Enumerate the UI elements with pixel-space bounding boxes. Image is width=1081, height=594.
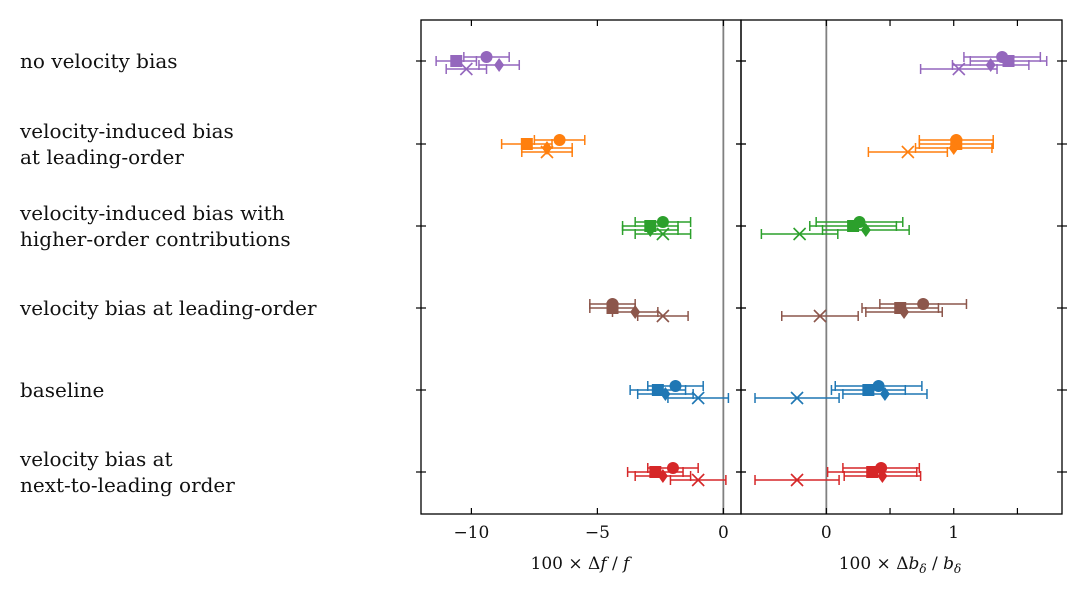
row-label-novel-line-1: no velocity bias (20, 49, 178, 73)
point-novel-x-f (459, 62, 473, 76)
x-axis-label-delta-f: 100 × Δf / f (531, 554, 633, 574)
series-base-b (754, 380, 928, 405)
point-vlo-x-f-stroke-b (540, 145, 554, 159)
point-vblo-diamond-b (899, 305, 910, 319)
panel-delta-f: 100 × Δf / f −10 −5 0 (416, 19, 746, 574)
series-vho-b (760, 216, 910, 241)
point-novel-diamond-b (985, 58, 996, 72)
point-vblo-x-b (813, 309, 827, 323)
point-vbnlo-square-f (649, 466, 662, 478)
point-novel-square-f (450, 55, 463, 67)
point-vblo-circle-b (917, 298, 930, 310)
point-base-x-f-stroke-b (691, 391, 705, 405)
row-label-vlo-line-1: velocity-induced bias (19, 119, 234, 143)
point-vho-x-f-stroke-b (656, 227, 670, 241)
row-label-vlo-line-2: at leading-order (20, 145, 184, 169)
point-base-x-b (790, 391, 804, 405)
row-label-base-line-1: baseline (20, 378, 104, 402)
row-label-vho: velocity-induced bias with higher-order c… (19, 201, 291, 251)
point-vho-x-b (793, 227, 807, 241)
point-vbnlo-square-b (866, 466, 879, 478)
point-base-diamond-b (879, 387, 890, 401)
series-vblo-f (589, 298, 689, 323)
point-vbnlo-x-f-stroke-b (691, 473, 705, 487)
row-label-vbnlo-line-2: next-to-leading order (20, 473, 235, 497)
point-vlo-x-b (901, 145, 915, 159)
point-vbnlo-diamond-f (657, 469, 668, 483)
point-novel-x-b (952, 62, 966, 76)
point-vho-diamond-b (860, 223, 871, 237)
series-vho-f (621, 216, 692, 241)
row-label-base: baseline (20, 378, 104, 402)
point-vho-x-f (656, 227, 670, 241)
row-label-vbnlo-line-1: velocity bias at (19, 447, 173, 471)
series-vbnlo-f (626, 462, 727, 487)
point-vbnlo-x-f (691, 473, 705, 487)
point-vlo-x-f (540, 145, 554, 159)
point-vblo-x-f-stroke-b (656, 309, 670, 323)
series-vlo-b (867, 134, 994, 159)
point-vho-x-b-stroke-b (793, 227, 807, 241)
point-vho-square-b (847, 220, 860, 232)
point-novel-circle-f (480, 51, 493, 63)
series-vblo-b (781, 298, 968, 323)
point-vho-circle-f (656, 216, 669, 228)
series-novel-f (435, 51, 521, 76)
series-base-f (629, 380, 730, 405)
point-vblo-diamond-f (630, 305, 641, 319)
x-tick-label-f-0: −10 (453, 523, 489, 543)
panel-delta-b-frame (740, 19, 1063, 515)
point-vblo-x-b-stroke-b (813, 309, 827, 323)
row-label-vblo-line-1: velocity bias at leading-order (19, 296, 317, 320)
point-vbnlo-x-b (790, 473, 804, 487)
x-tick-label-f-1: −5 (585, 523, 610, 543)
point-vbnlo-circle-f (666, 462, 679, 474)
point-novel-square-b (1002, 55, 1015, 67)
point-base-circle-b (872, 380, 885, 392)
point-base-circle-f (669, 380, 682, 392)
point-vlo-diamond-b (948, 141, 959, 155)
row-label-vho-line-1: velocity-induced bias with (19, 201, 285, 225)
point-novel-diamond-f (494, 58, 505, 72)
x-tick-label-b-0: 0 (821, 523, 832, 543)
row-label-vbnlo: velocity bias at next-to-leading order (19, 447, 235, 497)
point-novel-x-f-stroke-b (459, 62, 473, 76)
row-label-vho-line-2: higher-order contributions (20, 227, 291, 251)
x-axis-label-delta-b: 100 × Δbδ / bδ (839, 554, 962, 576)
point-base-square-b (862, 384, 875, 396)
point-vbnlo-diamond-b (877, 469, 888, 483)
panel-delta-b: 100 × Δbδ / bδ 0 1 (736, 19, 1067, 576)
point-vlo-square-f (520, 138, 533, 150)
point-base-x-b-stroke-b (790, 391, 804, 405)
point-vbnlo-x-b-stroke-b (790, 473, 804, 487)
point-base-x-f (691, 391, 705, 405)
point-vlo-x-b-stroke-b (901, 145, 915, 159)
row-label-vlo: velocity-induced bias at leading-order (19, 119, 234, 169)
point-vblo-x-f (656, 309, 670, 323)
point-vlo-circle-f (553, 134, 566, 146)
x-tick-label-f-2: 0 (718, 523, 729, 543)
series-novel-b (919, 51, 1048, 76)
point-novel-x-b-stroke-b (952, 62, 966, 76)
series-vbnlo-b (754, 462, 922, 487)
row-labels: no velocity bias velocity-induced bias at … (19, 49, 317, 497)
row-label-vblo: velocity bias at leading-order (19, 296, 317, 320)
row-label-novel: no velocity bias (20, 49, 178, 73)
x-tick-label-b-2: 1 (948, 523, 959, 543)
series-vlo-f (500, 134, 586, 159)
point-base-square-f (651, 384, 664, 396)
panel-delta-f-frame (420, 19, 742, 515)
